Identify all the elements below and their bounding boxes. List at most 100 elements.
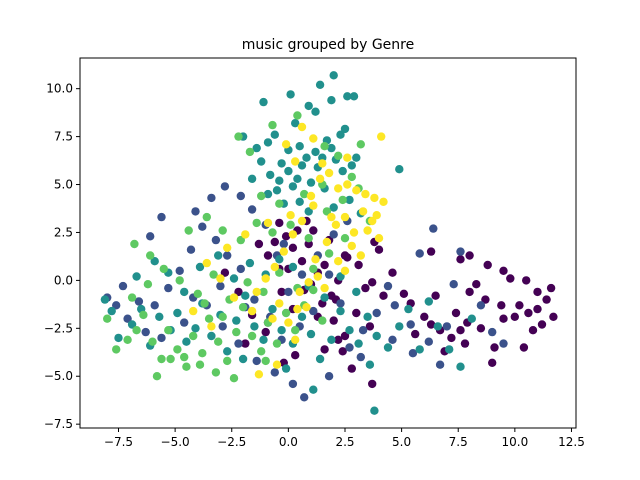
x-tick-label: 7.5 — [449, 435, 468, 449]
data-point — [159, 264, 168, 274]
data-point — [395, 322, 404, 331]
data-point — [420, 312, 429, 321]
data-point — [275, 176, 284, 185]
data-point — [288, 243, 298, 252]
data-point — [320, 142, 329, 151]
data-point — [223, 251, 232, 260]
x-tick-label: 12.5 — [558, 435, 585, 449]
data-point — [343, 153, 352, 162]
data-point — [180, 318, 189, 327]
data-point — [379, 197, 388, 206]
data-point — [297, 257, 307, 266]
data-point — [327, 143, 336, 153]
data-point — [365, 360, 375, 369]
data-point — [542, 295, 551, 304]
data-point — [304, 207, 313, 216]
data-point — [175, 276, 184, 285]
data-point — [103, 314, 112, 323]
data-point — [340, 251, 350, 260]
data-point — [270, 130, 279, 139]
y-tick-label: −2.5 — [44, 321, 73, 335]
data-point — [284, 287, 293, 297]
data-point — [291, 351, 300, 360]
data-point — [193, 289, 202, 298]
data-point — [354, 260, 363, 270]
data-point — [245, 258, 255, 268]
data-point — [173, 345, 182, 354]
data-point — [259, 97, 268, 107]
data-point — [336, 299, 345, 308]
data-point — [291, 157, 300, 166]
data-point — [207, 193, 216, 203]
data-point — [200, 299, 209, 308]
data-point — [329, 71, 338, 80]
data-point — [361, 283, 370, 293]
data-point — [241, 291, 250, 300]
data-point — [236, 235, 245, 245]
data-point — [232, 327, 241, 337]
data-point — [198, 222, 207, 231]
data-point — [315, 174, 325, 183]
data-point — [322, 207, 332, 216]
data-point — [241, 339, 250, 348]
data-point — [107, 306, 116, 316]
data-point — [372, 308, 381, 318]
data-point — [150, 257, 159, 266]
data-point — [306, 178, 316, 187]
data-point — [286, 211, 295, 220]
data-point — [490, 343, 499, 352]
data-point — [327, 212, 336, 222]
data-point — [311, 107, 320, 116]
data-point — [252, 287, 261, 297]
data-point — [207, 331, 216, 341]
data-point — [476, 301, 486, 310]
data-point — [343, 180, 352, 189]
data-point — [272, 360, 282, 369]
data-point — [118, 281, 128, 291]
data-point — [302, 303, 311, 312]
data-point — [252, 356, 261, 366]
data-point — [411, 329, 420, 339]
data-point — [404, 304, 413, 314]
data-point — [211, 368, 221, 377]
data-point — [374, 245, 384, 254]
data-point — [148, 337, 157, 346]
data-point — [139, 310, 148, 320]
data-point — [288, 379, 298, 389]
data-point — [352, 153, 361, 162]
data-point — [257, 191, 266, 201]
data-point — [275, 199, 284, 208]
data-point — [134, 297, 144, 306]
data-point — [207, 322, 216, 331]
data-point — [426, 247, 436, 256]
data-point — [272, 186, 282, 195]
data-point — [182, 362, 191, 371]
data-point — [483, 260, 492, 270]
data-point — [363, 226, 372, 235]
data-point — [368, 278, 377, 287]
data-point — [218, 312, 227, 321]
data-point — [442, 322, 452, 331]
data-point — [297, 161, 307, 170]
data-point — [340, 124, 350, 134]
data-point — [146, 251, 155, 260]
data-point — [150, 301, 159, 310]
data-point — [347, 161, 356, 170]
data-point — [238, 354, 248, 364]
data-point — [234, 339, 243, 348]
data-point — [211, 235, 221, 245]
data-point — [383, 281, 393, 291]
data-point — [309, 264, 318, 274]
data-point — [277, 326, 286, 335]
data-point — [329, 230, 338, 239]
data-point — [281, 308, 291, 318]
data-point — [390, 301, 399, 310]
data-point — [300, 393, 309, 402]
data-point — [132, 326, 141, 335]
data-point — [356, 140, 365, 149]
data-point — [195, 360, 205, 369]
data-point — [114, 333, 123, 343]
data-point — [311, 255, 320, 264]
data-point — [327, 335, 336, 344]
x-tick-label: −7.5 — [104, 435, 133, 449]
